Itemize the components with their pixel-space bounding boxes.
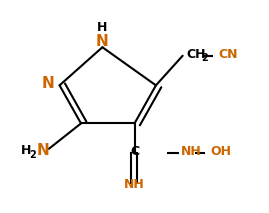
Text: NH: NH (124, 178, 145, 191)
Text: OH: OH (211, 145, 232, 158)
Text: C: C (130, 145, 139, 158)
Text: H: H (21, 144, 31, 157)
Text: CN: CN (219, 48, 238, 61)
Text: N: N (37, 143, 49, 158)
Text: NH: NH (181, 145, 202, 158)
Text: H: H (97, 21, 108, 34)
Text: 2: 2 (201, 53, 208, 63)
Text: N: N (41, 76, 54, 91)
Text: 2: 2 (30, 150, 36, 160)
Text: CH: CH (187, 48, 206, 61)
Text: N: N (96, 35, 109, 49)
